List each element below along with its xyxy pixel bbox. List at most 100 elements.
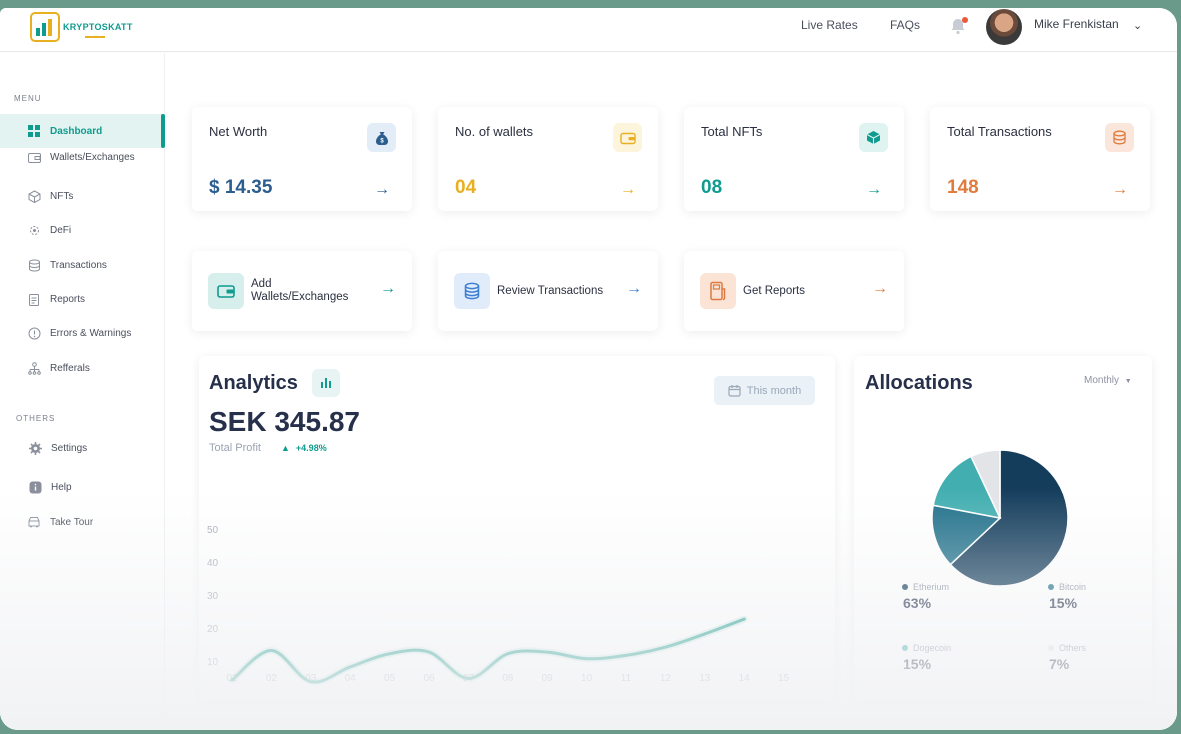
svg-text:$: $ [380, 138, 384, 144]
nav-live-rates[interactable]: Live Rates [801, 18, 858, 32]
bar-chart-icon[interactable] [312, 369, 340, 397]
sidebar-item-label: Wallets/Exchanges [50, 151, 135, 163]
stat-card-nfts[interactable]: Total NFTs 08 → [684, 107, 904, 211]
y-tick-label: 30 [207, 591, 219, 602]
stat-value: $ 14.35 [209, 177, 273, 198]
sidebar-item-label: NFTs [50, 190, 74, 202]
gear-icon [28, 441, 42, 455]
bell-icon[interactable] [950, 17, 968, 35]
brand-logo[interactable]: KRYPTOSKATT [30, 12, 133, 42]
stat-value: 04 [455, 177, 477, 198]
stat-card-net-worth[interactable]: Net Worth $ $ 14.35 → [192, 107, 412, 211]
wallet-icon [208, 273, 244, 309]
arrow-right-icon[interactable]: → [872, 280, 888, 297]
x-tick-label: 08 [502, 673, 514, 684]
period-dropdown[interactable]: Monthly ▼ [1084, 375, 1132, 386]
sidebar-item-transactions[interactable]: Transactions [0, 248, 165, 282]
sidebar-item-settings[interactable]: Settings [0, 431, 165, 465]
stat-card-wallets[interactable]: No. of wallets 04 → [438, 107, 658, 211]
total-profit-label: Total Profit [209, 442, 261, 454]
x-tick-label: 06 [423, 673, 435, 684]
coins-icon [1105, 123, 1134, 152]
sidebar-item-label: Settings [51, 442, 88, 454]
sidebar-item-help[interactable]: Help [0, 470, 165, 504]
sidebar-item-take-tour[interactable]: Take Tour [0, 505, 165, 539]
app-window: KRYPTOSKATT Live Rates FAQs Mike Frenkis… [0, 8, 1177, 730]
stat-title: No. of wallets [455, 124, 534, 139]
sidebar-item-nfts[interactable]: NFTs [0, 179, 165, 213]
sidebar-item-dashboard[interactable]: Dashboard [0, 114, 165, 148]
action-label: Get Reports [743, 284, 805, 297]
x-tick-label: 11 [621, 673, 632, 684]
notification-badge [962, 17, 968, 23]
cube-icon [859, 123, 888, 152]
user-name[interactable]: Mike Frenkistan [1034, 17, 1119, 31]
date-range-button[interactable]: This month [714, 376, 815, 405]
analytics-title: Analytics [209, 372, 298, 394]
caret-down-icon: ▼ [1124, 378, 1132, 385]
top-bar: KRYPTOSKATT Live Rates FAQs Mike Frenkis… [0, 8, 1177, 52]
chevron-down-icon[interactable]: ⌄ [1133, 20, 1143, 32]
triangle-up-icon: ▲ [281, 443, 290, 453]
stat-card-transactions[interactable]: Total Transactions 148 → [930, 107, 1150, 211]
sidebar-item-reports[interactable]: Reports [0, 282, 165, 316]
arrow-right-icon[interactable]: → [380, 280, 396, 297]
brand-name: KRYPTOSKATT [63, 22, 133, 38]
arrow-right-icon[interactable]: → [866, 181, 882, 198]
arrow-right-icon[interactable]: → [374, 181, 390, 198]
sidebar-section-menu: MENU [14, 94, 42, 103]
y-tick-label: 40 [207, 558, 219, 569]
arrow-right-icon[interactable]: → [1112, 181, 1128, 198]
logo-icon [30, 12, 60, 42]
sidebar-item-label: DeFi [50, 224, 72, 236]
y-tick-label: 10 [207, 657, 219, 668]
stat-value: 08 [701, 177, 723, 198]
profit-delta: ▲ +4.98% [281, 443, 327, 453]
action-add-wallets[interactable]: Add Wallets/Exchanges → [192, 251, 412, 331]
x-tick-label: 05 [384, 673, 396, 684]
arrow-right-icon[interactable]: → [620, 181, 636, 198]
x-tick-label: 02 [266, 673, 278, 684]
action-label: Review Transactions [497, 284, 604, 297]
sidebar-section-others: OTHERS [16, 414, 56, 423]
avatar[interactable] [986, 9, 1022, 45]
cube-icon [27, 189, 41, 203]
x-tick-label: 12 [660, 673, 672, 684]
wallet-icon [613, 123, 642, 152]
main-content: Net Worth $ $ 14.35 → No. of wallets 04 … [166, 53, 1177, 730]
sidebar-item-refferals[interactable]: Refferals [0, 351, 165, 385]
x-tick-label: 04 [345, 673, 357, 684]
arrow-right-icon[interactable]: → [626, 280, 642, 297]
sidebar-item-defi[interactable]: DeFi [0, 213, 165, 247]
analytics-card: Analytics This month SEK 345.87 Total Pr… [199, 356, 835, 701]
legend-others: Others 7% [1048, 643, 1087, 672]
sidebar-item-label: Reports [50, 293, 86, 305]
tour-icon [27, 515, 41, 529]
allocations-pie-chart [931, 449, 1069, 587]
x-tick-label: 10 [581, 673, 593, 684]
grid-icon [27, 124, 41, 138]
legend-bitcoin: Bitcoin 15% [1048, 582, 1087, 611]
sidebar-item-label: Take Tour [50, 516, 94, 528]
y-tick-label: 50 [207, 525, 219, 536]
nav-faqs[interactable]: FAQs [890, 18, 921, 32]
legend-dot [902, 645, 908, 651]
defi-icon [27, 223, 41, 237]
calendar-icon [728, 385, 741, 397]
stat-title: Total Transactions [947, 124, 1052, 139]
sidebar-item-label: Help [51, 481, 72, 493]
wallet-icon [27, 150, 41, 164]
action-label: Add Wallets/Exchanges [251, 278, 349, 303]
sidebar-item-wallets[interactable]: Wallets/Exchanges [0, 140, 165, 174]
x-tick-label: 14 [739, 673, 751, 684]
report-icon [700, 273, 736, 309]
coins-icon [454, 273, 490, 309]
sidebar-item-label: Refferals [50, 362, 90, 374]
legend-dogecoin: Dogecoin 15% [902, 643, 952, 672]
sidebar-item-errors[interactable]: Errors & Warnings [0, 316, 165, 350]
legend-etherium: Etherium 63% [902, 582, 950, 611]
action-review-transactions[interactable]: Review Transactions → [438, 251, 658, 331]
sidebar-item-label: Dashboard [50, 125, 103, 137]
action-get-reports[interactable]: Get Reports → [684, 251, 904, 331]
